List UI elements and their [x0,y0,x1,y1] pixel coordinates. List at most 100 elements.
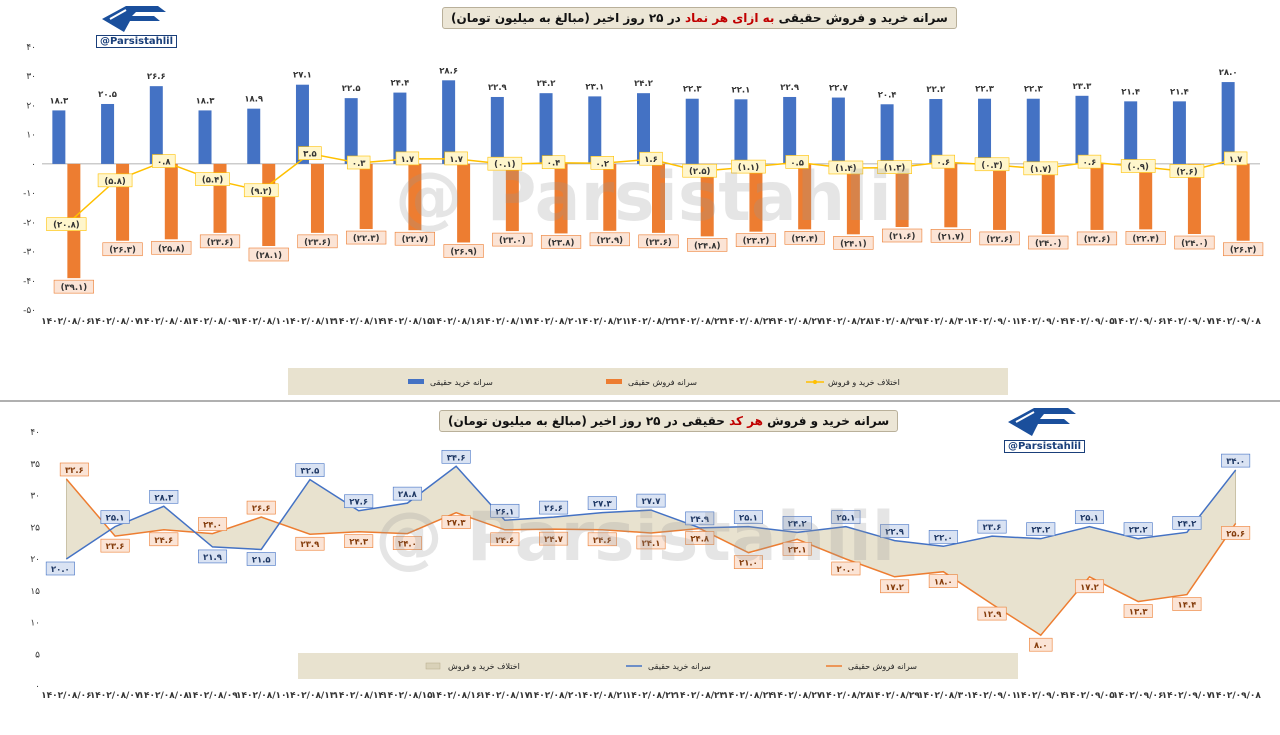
bottom-chart-panel: سرانه خرید و فروش هر کد حقیقی در ۲۵ روز … [0,402,1280,735]
bottom-buy-label-box [100,510,130,524]
top-diff-label: (۹.۲) [251,187,272,197]
top-diff-label: (۲۰.۸) [53,221,80,231]
bottom-sell-label-box [880,579,910,594]
top-sell-bar [408,163,422,231]
bottom-buy-label-box [977,519,1007,534]
bottom-sell-label: ۲۴.۶ [154,536,173,546]
top-diff-label: ۱.۷ [449,155,463,165]
bottom-buy-label-box [1172,516,1202,530]
top-diff-label: (۲.۵) [689,167,710,177]
bottom-buy-label-box [636,493,666,508]
bottom-sell-label: ۱۴.۴ [1178,601,1197,611]
top-sell-label-box [540,235,582,249]
bottom-x-tick-label: ۱۴۰۲/۰۹/۰۴ [1015,691,1066,701]
bottom-buy-label: ۳۴.۶ [447,453,466,463]
bottom-x-tick-label: ۱۴۰۲/۰۸/۲۲ [626,691,677,701]
bottom-sell-label-box [1074,579,1104,594]
bottom-sell-label: ۲۴.۳ [349,538,369,548]
top-diff-label: ۰.۶ [1083,158,1097,168]
top-diff-label-box [487,156,523,171]
top-diff-label: ۰.۸ [157,158,171,168]
bottom-buy-label: ۲۷.۳ [593,500,613,510]
top-buy-label: ۲۶.۶ [147,72,166,82]
top-x-tick-label: ۱۴۰۲/۰۸/۱۳ [285,317,336,327]
bottom-y-tick-label: ۳۵ [30,460,40,470]
top-buy-label: ۲۲.۱ [732,85,751,95]
top-chart-panel: @Parsistahlil سرانه خرید و فروش حقیقی به… [0,6,1280,402]
top-sell-label-box [1076,231,1118,246]
top-buy-label: ۱۸.۹ [244,95,264,105]
bottom-buy-label: ۲۳.۲ [1031,526,1051,536]
bottom-buy-label-box [344,494,374,509]
top-buy-label: ۲۲.۹ [780,83,800,93]
top-sell-label: (۲۵.۸) [158,244,185,254]
bottom-sell-label: ۲۵.۶ [1226,529,1245,539]
bottom-sell-label: ۲۳.۹ [301,540,321,550]
top-buy-label: ۲۴.۴ [391,79,410,89]
bottom-buy-label: ۳۲.۵ [301,467,320,477]
top-buy-label-box [1018,81,1048,96]
bottom-sell-label-box [831,561,861,576]
bottom-sell-label: ۲۴.۸ [690,535,710,545]
top-legend-label: سرانه فروش حقیقی [628,378,697,387]
bottom-sell-label: ۱۸.۰ [934,578,953,588]
bottom-x-tick-label: ۱۴۰۲/۰۹/۰۵ [1064,691,1115,701]
top-sell-label-box [881,228,923,243]
logo-handle-text: @Parsistahlil [96,35,178,48]
bottom-x-tick-label: ۱۴۰۲/۰۸/۲۰ [528,691,579,701]
top-buy-label-box [628,75,658,90]
top-buy-label: ۲۲.۵ [342,84,361,94]
bottom-sell-label-box [977,606,1007,621]
top-sell-bar [652,163,665,233]
top-diff-label: (۲.۶) [1176,167,1197,177]
top-diff-label-box [243,183,279,198]
top-sell-label: (۲۱.۶) [889,232,916,242]
top-diff-label: ۱.۷ [1229,155,1243,165]
top-y-tick-label: ۰ [31,160,36,170]
top-sell-bar [993,163,1007,230]
top-buy-bar [734,99,748,164]
bottom-sell-label-box [100,538,130,553]
top-sell-label-box [979,231,1020,246]
bottom-buy-label-box [1026,522,1056,536]
bottom-sell-label: ۲۰.۰ [836,565,855,575]
bottom-sell-label-box [685,531,715,545]
bottom-buy-label: ۲۷.۶ [349,498,368,508]
top-x-tick-label: ۱۴۰۲/۰۸/۲۳ [674,317,725,327]
top-buy-label-box [580,79,610,93]
bottom-buy-label: ۲۶.۱ [495,507,514,517]
top-sell-label-box [297,234,338,249]
bottom-x-tick-label: ۱۴۰۲/۰۹/۰۸ [1210,691,1261,701]
top-buy-bar [929,99,943,164]
top-x-tick-label: ۱۴۰۲/۰۹/۰۶ [1113,317,1164,327]
top-buy-label: ۲۲.۳ [975,85,995,95]
top-buy-label-box [531,75,561,90]
bottom-sell-label: ۲۳.۱ [788,545,807,555]
bottom-buy-label-box [441,449,471,464]
top-sell-label: (۲۸.۱) [255,251,282,261]
top-legend-swatch-marker [813,380,817,384]
top-sell-label: (۲۶.۳) [1230,246,1257,256]
top-diff-label: (۰.۹) [1128,163,1149,173]
top-buy-label-box [336,80,366,95]
bottom-buy-label: ۲۵.۱ [106,514,125,524]
top-sell-label: (۲۲.۴) [791,234,818,244]
top-diff-label-box [298,146,322,160]
top-sell-label-box [589,232,630,247]
bottom-y-tick-label: ۲۰ [30,555,40,565]
top-diff-label-box [395,151,420,166]
top-buy-label: ۲۸.۶ [439,66,458,76]
top-diff-label-box [1120,159,1156,173]
top-diff-label: ۳.۵ [303,150,317,160]
top-buy-bar [442,80,456,164]
top-x-tick-label: ۱۴۰۲/۰۸/۰۶ [41,317,92,327]
top-x-tick-label: ۱۴۰۲/۰۹/۰۷ [1162,317,1213,327]
bottom-sell-label: ۲۶.۶ [252,504,271,514]
top-sell-label-box [1174,235,1215,250]
top-buy-label: ۱۸.۳ [49,96,69,106]
bottom-buy-label-box [45,561,75,576]
top-y-tick-label: -۳۰ [23,248,36,258]
logo-mark-icon [1008,408,1076,436]
top-sell-label-box [930,229,971,243]
bottom-sell-label: ۲۴.۰ [203,521,222,531]
